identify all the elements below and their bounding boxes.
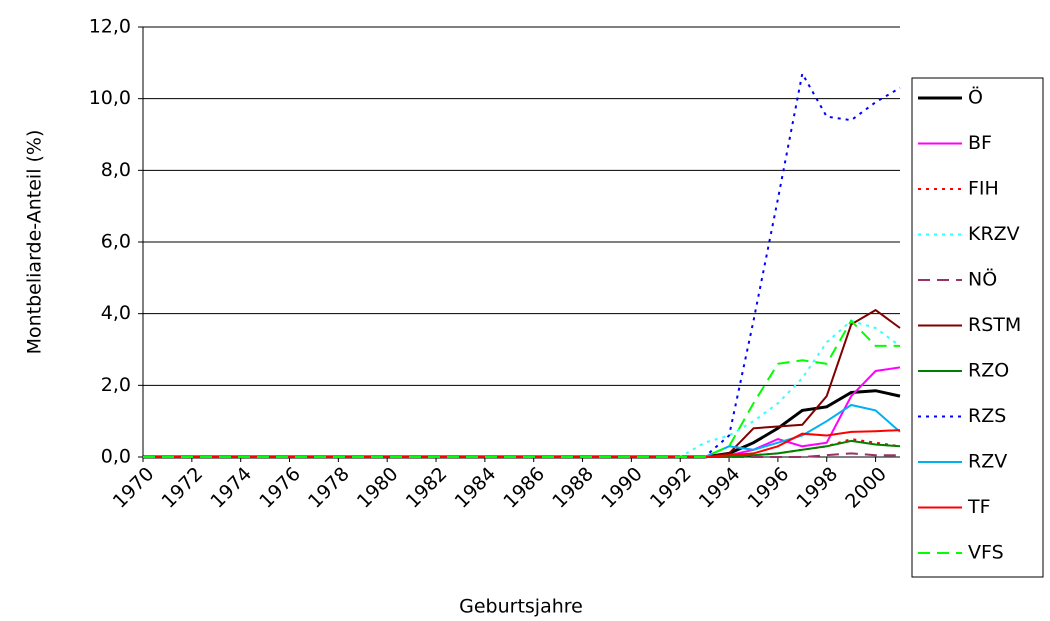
legend-label: RZV — [968, 451, 1007, 473]
series-line — [143, 319, 900, 458]
y-tick-label: 2,0 — [101, 374, 131, 396]
y-tick-label: 12,0 — [89, 16, 131, 38]
legend-label: RZO — [968, 360, 1009, 382]
legend-box — [911, 77, 1044, 578]
legend-label: BF — [968, 132, 992, 154]
legend-label: RSTM — [968, 314, 1021, 336]
y-tick-label: 10,0 — [89, 87, 131, 109]
legend-label: KRZV — [968, 223, 1020, 245]
legend-label: TF — [967, 496, 991, 518]
y-axis-label: Montbeliarde-Anteil (%) — [24, 130, 46, 355]
x-axis-label: Geburtsjahre — [459, 596, 583, 618]
legend-label: VFS — [968, 542, 1004, 564]
legend-label: Ö — [968, 86, 983, 109]
series-line — [143, 452, 900, 458]
legend-label: NÖ — [968, 268, 997, 291]
legend-label: RZS — [968, 405, 1006, 427]
series-line — [143, 429, 901, 458]
legend-label: FIH — [968, 178, 999, 200]
y-tick-label: 8,0 — [101, 159, 131, 181]
y-tick-label: 4,0 — [101, 302, 131, 324]
y-tick-label: 0,0 — [101, 446, 131, 468]
y-tick-label: 6,0 — [101, 231, 131, 253]
